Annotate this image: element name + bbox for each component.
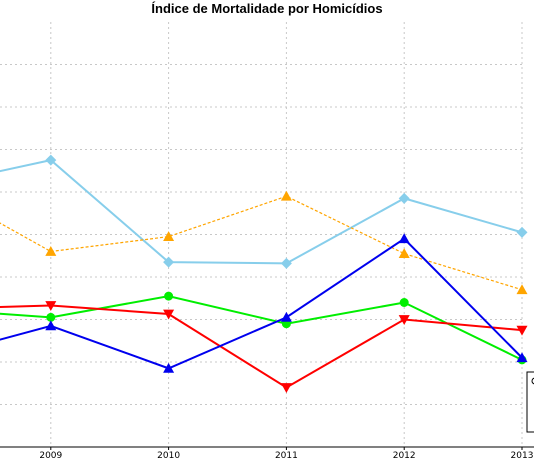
data-point	[280, 190, 292, 201]
data-point	[516, 325, 528, 336]
series-line	[0, 295, 523, 361]
data-point	[516, 352, 528, 363]
series-4	[0, 301, 528, 393]
axis-layer: 2009 2010 2011 2012 2013	[0, 446, 534, 461]
x-tick-label: 2013	[511, 451, 534, 461]
chart-title: Índice de Mortalidade por Homicídios	[151, 1, 383, 16]
series-line	[0, 159, 523, 265]
data-point	[46, 312, 56, 322]
data-point	[45, 320, 57, 331]
legend-box	[526, 371, 534, 433]
series-line	[0, 195, 523, 291]
data-point	[280, 311, 292, 322]
series-2	[0, 190, 528, 295]
grid-layer	[0, 22, 523, 447]
data-point	[280, 257, 292, 269]
data-point	[516, 226, 528, 238]
x-tick-label: 2010	[157, 451, 180, 461]
series-layer	[0, 154, 528, 393]
data-point	[398, 233, 410, 244]
data-point	[163, 309, 175, 320]
data-point	[399, 298, 409, 307]
data-point	[398, 248, 410, 259]
data-point	[398, 315, 410, 325]
data-point	[164, 291, 174, 301]
x-tick-label: 2011	[275, 451, 298, 461]
data-point	[280, 383, 292, 393]
series-5	[0, 233, 528, 373]
series-line	[0, 304, 523, 389]
data-point	[45, 246, 57, 256]
data-point	[45, 154, 57, 166]
data-point	[163, 231, 175, 242]
data-point	[45, 301, 57, 311]
data-point	[163, 256, 175, 268]
legend-glyph	[531, 377, 534, 385]
x-tick-label: 2009	[39, 451, 62, 461]
legend	[526, 371, 534, 433]
series-1	[0, 154, 528, 269]
data-point	[398, 192, 410, 204]
series-line	[0, 237, 523, 370]
data-point	[516, 284, 528, 295]
x-tick-label: 2012	[393, 451, 416, 461]
data-point	[163, 362, 175, 373]
